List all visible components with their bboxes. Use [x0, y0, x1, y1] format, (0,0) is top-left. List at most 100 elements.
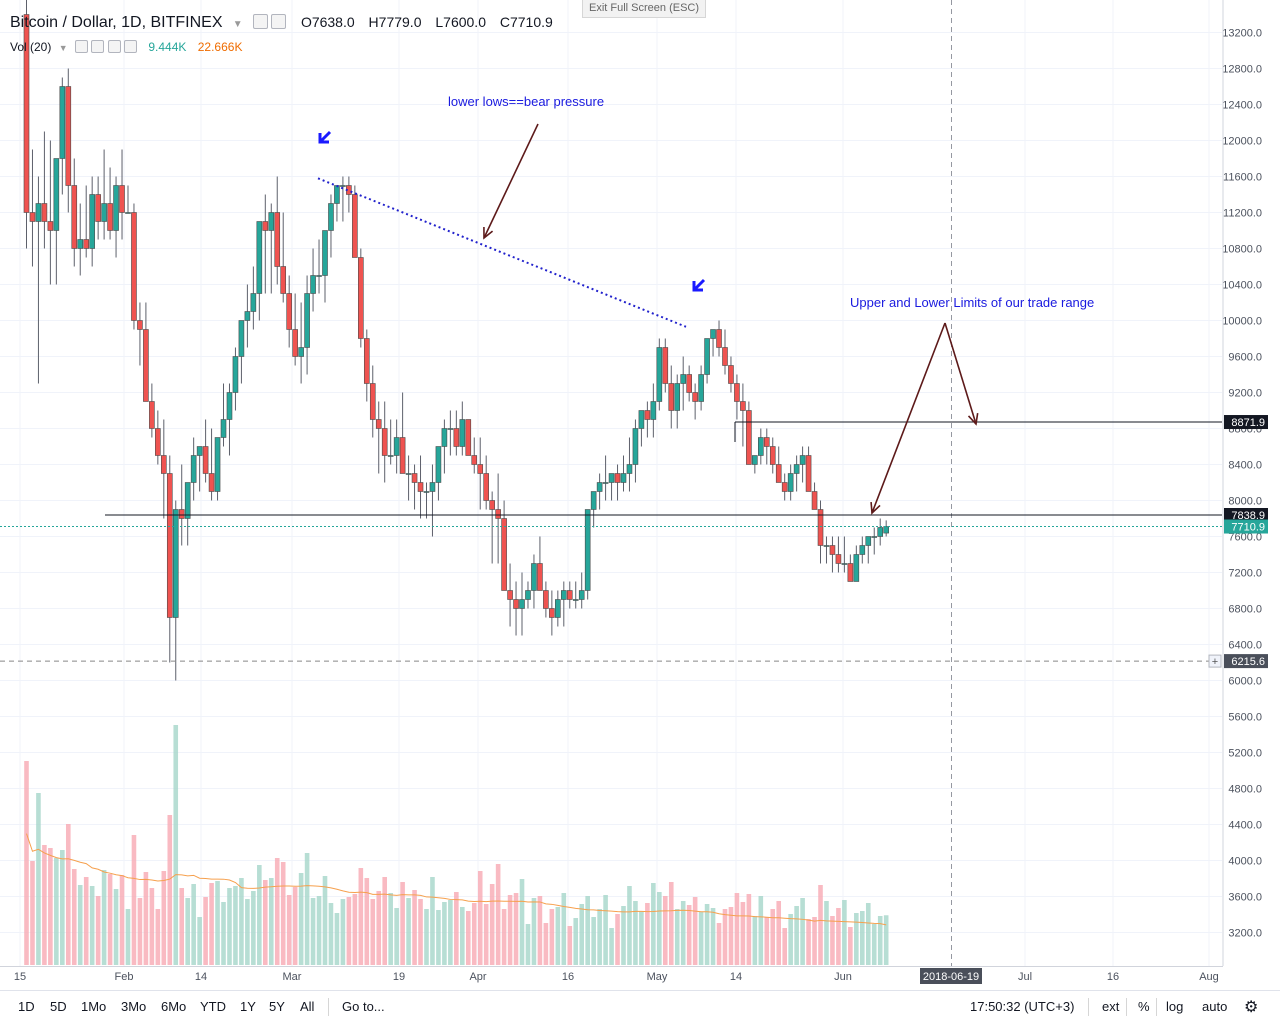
- percent-toggle[interactable]: %: [1138, 999, 1150, 1014]
- candle-body: [829, 545, 836, 555]
- time-tick-label: Mar: [283, 971, 302, 983]
- chevron-down-icon[interactable]: ▼: [232, 19, 243, 30]
- range-1y-button[interactable]: 1Y: [240, 999, 256, 1014]
- candle-body: [835, 554, 842, 564]
- close-icon[interactable]: [124, 40, 137, 53]
- settings-icon[interactable]: [91, 40, 105, 53]
- price-tick-label: 8000.0: [1228, 496, 1262, 508]
- range-3mo-button[interactable]: 3Mo: [121, 999, 147, 1014]
- volume-bar: [394, 908, 399, 965]
- range-1d-button[interactable]: 1D: [18, 999, 35, 1014]
- candle-body: [752, 455, 758, 465]
- volume-bar: [877, 916, 883, 965]
- time-tick-label: 14: [730, 971, 742, 983]
- volume-bar: [352, 894, 358, 965]
- volume-bar: [848, 927, 853, 965]
- volume-bar: [776, 901, 782, 965]
- arrow-head: [318, 133, 329, 144]
- volume-bar: [722, 909, 728, 965]
- volume-bar: [30, 861, 35, 965]
- range-all-button[interactable]: All: [300, 999, 315, 1014]
- ext-toggle[interactable]: ext: [1102, 999, 1120, 1014]
- volume-bar: [609, 928, 614, 965]
- range-5d-button[interactable]: 5D: [50, 999, 67, 1014]
- volume-bar: [710, 908, 716, 965]
- volume-bar: [806, 919, 811, 965]
- candle-body: [662, 347, 669, 384]
- candle-body: [328, 203, 334, 231]
- candle-body: [507, 590, 513, 600]
- volume-bar: [854, 913, 859, 965]
- volume-bar: [107, 874, 113, 965]
- candle-body: [596, 482, 603, 492]
- settings-icon[interactable]: [270, 14, 286, 29]
- price-label-box: [1224, 654, 1268, 669]
- volume-bar: [60, 850, 65, 965]
- volume-bar: [364, 878, 370, 965]
- candle-body: [399, 437, 406, 474]
- candle-body: [495, 509, 501, 519]
- chevron-down-icon[interactable]: ▼: [58, 43, 68, 53]
- candle-body: [871, 536, 878, 538]
- blue-arrow-icon: [692, 278, 706, 292]
- volume-bar: [752, 916, 758, 965]
- price-tick-label: 9600.0: [1228, 352, 1262, 364]
- candle-body: [698, 374, 704, 402]
- auto-toggle[interactable]: auto: [1202, 999, 1228, 1014]
- volume-label[interactable]: Vol (20): [10, 40, 52, 54]
- candle-body: [155, 428, 161, 456]
- exit-fullscreen-button[interactable]: Exit Full Screen (ESC): [582, 0, 706, 18]
- volume-bar: [346, 897, 352, 965]
- range-1mo-button[interactable]: 1Mo: [81, 999, 107, 1014]
- volume-bar: [495, 864, 501, 965]
- candle-body: [781, 482, 788, 492]
- volume-bar: [746, 894, 752, 965]
- range-5y-button[interactable]: 5Y: [269, 999, 285, 1014]
- price-tick-label: 6400.0: [1228, 640, 1262, 652]
- volume-bar: [842, 900, 847, 965]
- candle-body: [405, 473, 412, 475]
- candle-body: [298, 347, 304, 357]
- volume-bar: [274, 858, 280, 965]
- volume-bar: [836, 908, 841, 965]
- range-6mo-button[interactable]: 6Mo: [161, 999, 187, 1014]
- volume-bar: [280, 862, 286, 965]
- volume-bar: [155, 909, 161, 965]
- time-tick-label: 16: [1107, 971, 1119, 983]
- candle-body: [53, 158, 60, 231]
- candle-body: [232, 356, 239, 393]
- eye-icon[interactable]: [74, 40, 88, 53]
- candle-body: [692, 392, 698, 402]
- candle-body: [519, 599, 525, 609]
- go-to-button[interactable]: Go to...: [342, 999, 385, 1014]
- volume-bar: [597, 909, 602, 965]
- candlestick-chart[interactable]: 13200.0 12800.0 12400.0 12000.0 11600.0 11200…: [0, 0, 1280, 990]
- candle-body: [608, 473, 615, 483]
- price-tick-label: 8400.0: [1228, 460, 1262, 472]
- candle-body: [578, 590, 585, 600]
- gear-icon[interactable]: ⚙: [1244, 999, 1259, 1016]
- price-tick-label: 6000.0: [1228, 676, 1262, 688]
- volume-bar: [734, 893, 740, 965]
- candle-body: [763, 437, 770, 447]
- log-toggle[interactable]: log: [1166, 999, 1184, 1014]
- candle-body: [489, 500, 495, 510]
- candle-body: [83, 239, 89, 249]
- blue-arrow-icon: [318, 130, 332, 144]
- candle-body: [149, 401, 155, 429]
- symbol-title[interactable]: Bitcoin / Dollar, 1D, BITFINEX: [10, 14, 223, 31]
- time-tick-label: 15: [14, 971, 26, 983]
- candle-body: [304, 293, 310, 348]
- candle-body: [584, 509, 591, 591]
- time-tick-label: 2018-06-19: [923, 971, 979, 983]
- add-icon[interactable]: [107, 40, 121, 53]
- range-ytd-button[interactable]: YTD: [200, 999, 226, 1014]
- eye-icon[interactable]: [252, 14, 268, 29]
- candle-body: [501, 518, 507, 591]
- candle-body: [704, 338, 710, 375]
- volume-bar: [621, 906, 626, 965]
- toolbar-divider: [1126, 998, 1127, 1016]
- volume-bar: [257, 865, 262, 965]
- volume-bar: [728, 907, 734, 965]
- candle-body: [447, 428, 454, 430]
